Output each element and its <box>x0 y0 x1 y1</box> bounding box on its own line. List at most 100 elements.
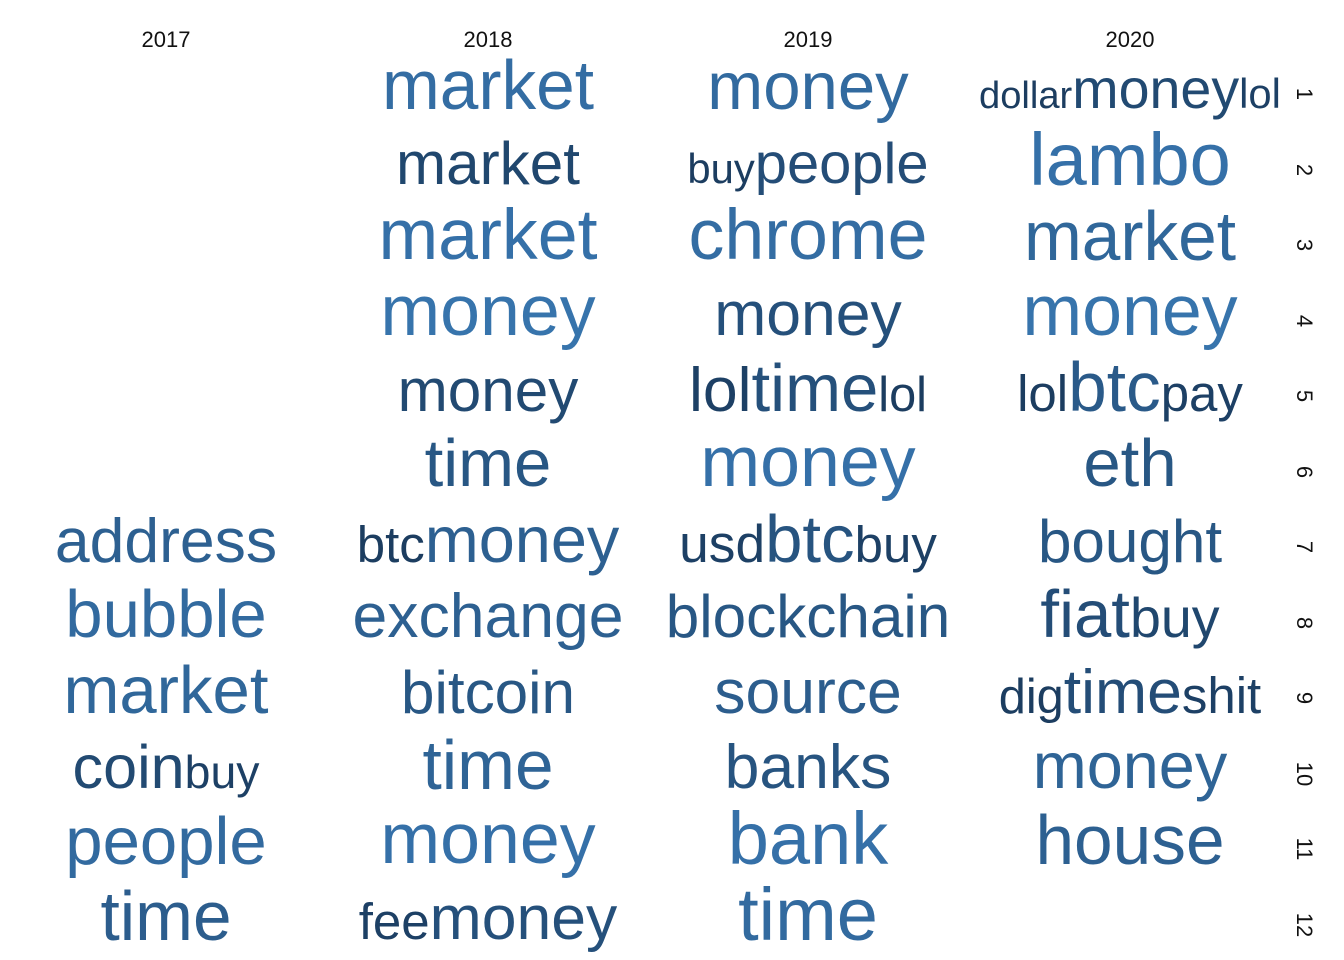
word-cell-2018-3: market <box>378 200 597 272</box>
word-cell-2018-12: fee money <box>359 887 618 950</box>
word-cell-2017-12: time <box>100 876 232 955</box>
word-cell-2020-8: fiat buy <box>1040 581 1219 648</box>
word-cell-2020-7: bought <box>1037 507 1223 575</box>
word-cell-2019-6: money <box>700 421 916 502</box>
word-cell-2018-9: bitcoin <box>401 658 575 726</box>
word-cell-2019-2: buy people <box>687 132 929 197</box>
word-time: time <box>1063 656 1182 727</box>
row-label-8: 8 <box>1292 616 1317 629</box>
word-address: address <box>54 505 278 576</box>
word-cell-2018-7: btc money <box>356 502 620 576</box>
row-label-10: 10 <box>1292 761 1317 786</box>
word-money: money <box>707 48 909 124</box>
word-exchange: exchange <box>352 581 624 652</box>
word-chrome: chrome <box>688 195 928 276</box>
word-market: market <box>396 130 580 198</box>
word-cell-2017-7: address <box>55 510 277 573</box>
word-cell-2018-10: time <box>422 725 554 804</box>
word-cell-2019-8: blockchain <box>666 586 950 647</box>
word-market: market <box>63 652 269 728</box>
word-cell-2019-7: usd btc buy <box>679 506 937 573</box>
word-house: house <box>1035 801 1225 880</box>
row-label-9: 9 <box>1292 691 1317 705</box>
row-label-2: 2 <box>1292 163 1317 176</box>
word-market: market <box>1023 197 1237 276</box>
word-cell-2020-10: money <box>1033 734 1228 799</box>
word-btc: btc <box>356 515 425 573</box>
column-label-2019: 2019 <box>783 27 833 52</box>
word-cell-2019-12: time <box>738 877 878 952</box>
word-buy: buy <box>1129 587 1220 650</box>
word-money: money <box>700 421 916 502</box>
word-bubble: bubble <box>65 577 267 653</box>
word-dollar: dollar <box>979 74 1073 118</box>
word-dig: dig <box>998 669 1064 724</box>
word-shit: shit <box>1181 666 1262 724</box>
word-time: time <box>751 350 879 426</box>
word-cell-2018-2: market <box>396 130 580 198</box>
word-money: money <box>397 356 579 424</box>
word-bitcoin: bitcoin <box>401 658 575 726</box>
row-label-5: 5 <box>1292 389 1317 403</box>
word-btc: btc <box>765 501 855 577</box>
word-cell-2018-6: time <box>425 430 552 497</box>
word-money: money <box>380 799 596 880</box>
row-label-12: 12 <box>1292 912 1317 937</box>
column-label-2017: 2017 <box>141 27 191 52</box>
word-cell-2019-10: banks <box>725 736 892 799</box>
word-money: money <box>424 502 620 576</box>
word-lol: lol <box>1017 365 1069 423</box>
word-cell-2020-3: market <box>1023 197 1237 276</box>
word-market: market <box>381 46 595 125</box>
word-usd: usd <box>679 514 766 574</box>
word-cell-2020-6: eth <box>1083 430 1176 497</box>
word-fiat: fiat <box>1040 577 1130 653</box>
word-banks: banks <box>724 732 892 803</box>
word-time: time <box>424 426 552 502</box>
word-lol: lol <box>688 354 752 425</box>
word-cell-2019-5: lol time lol <box>689 355 927 422</box>
word-market: market <box>378 195 598 276</box>
row-label-1: 1 <box>1292 87 1317 101</box>
word-buy: buy <box>687 145 755 193</box>
word-cell-2018-5: money <box>397 356 579 424</box>
word-cell-2020-1: dollar money lol <box>979 62 1281 118</box>
word-people: people <box>65 803 267 879</box>
word-cell-2019-3: chrome <box>688 200 927 272</box>
word-pay: pay <box>1160 365 1243 423</box>
word-people: people <box>754 132 929 197</box>
row-label-4: 4 <box>1292 314 1317 327</box>
word-cell-2019-11: bank <box>728 802 888 876</box>
word-cell-2017-11: people <box>65 808 266 875</box>
word-time: time <box>100 876 232 955</box>
column-label-2018: 2018 <box>463 27 513 52</box>
word-bought: bought <box>1037 507 1223 575</box>
word-cell-2020-9: dig time shit <box>999 661 1261 724</box>
word-eth: eth <box>1083 426 1177 502</box>
word-cell-2017-8: bubble <box>65 581 266 648</box>
row-label-3: 3 <box>1292 238 1317 252</box>
word-lambo: lambo <box>1029 117 1231 201</box>
word-money: money <box>1032 729 1228 803</box>
row-label-11: 11 <box>1292 837 1317 861</box>
word-time: time <box>422 725 554 804</box>
word-lol: lol <box>878 367 928 422</box>
word-fee: fee <box>358 893 430 951</box>
word-cell-2020-11: house <box>1035 801 1225 880</box>
word-coin: coin <box>72 733 185 802</box>
word-cell-2018-8: exchange <box>352 585 623 648</box>
word-buy: buy <box>184 746 260 799</box>
word-money: money <box>1022 270 1238 351</box>
word-cell-2017-10: coin buy <box>73 737 260 798</box>
word-bank: bank <box>727 797 889 881</box>
word-lol: lol <box>1239 70 1281 118</box>
word-buy: buy <box>854 515 937 573</box>
word-money: money <box>1072 58 1240 121</box>
word-cell-2018-4: money <box>380 275 595 348</box>
word-cell-2020-4: money <box>1022 270 1238 351</box>
word-cell-2018-1: market <box>381 46 595 125</box>
word-cell-2019-1: money <box>707 53 908 120</box>
word-cell-2018-11: money <box>380 804 595 876</box>
word-cell-2019-9: source <box>714 661 902 724</box>
